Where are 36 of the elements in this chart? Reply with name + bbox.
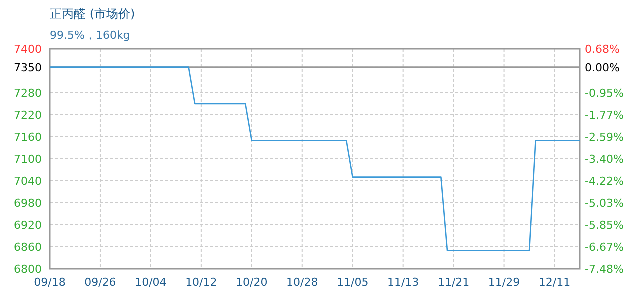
y2-tick-label: -6.67% (585, 241, 624, 254)
y2-tick-label: -1.77% (585, 109, 624, 122)
y2-tick-label: -2.59% (585, 131, 624, 144)
chart-subtitle: 99.5%，160kg (50, 29, 130, 42)
x-tick-label: 09/26 (84, 276, 116, 289)
x-tick-label: 12/11 (538, 276, 571, 289)
y-tick-label: 7160 (14, 131, 42, 144)
x-tick-label: 10/20 (236, 276, 268, 289)
line-series (49, 66, 581, 252)
y2-tick-label: -7.48% (585, 263, 624, 276)
y-tick-label: 6920 (14, 219, 42, 232)
y2-tick-label: -3.40% (585, 153, 624, 166)
y-tick-label: 7100 (14, 153, 42, 166)
x-tick-label: 11/29 (488, 276, 520, 289)
x-tick-label: 10/12 (186, 276, 218, 289)
y-tick-label: 7400 (14, 43, 42, 56)
y2-tick-label: 0.00% (585, 61, 620, 74)
y-tick-label: 7040 (14, 175, 42, 188)
x-tick-label: 10/04 (135, 276, 167, 289)
y-tick-label: 7280 (14, 87, 42, 100)
y-tick-label: 6860 (14, 241, 42, 254)
y2-tick-label: -0.95% (585, 86, 624, 100)
y2-tick-label: -4.22% (585, 175, 624, 188)
y-tick-label: 6980 (14, 197, 42, 210)
y-tick-label: 7350 (14, 61, 42, 74)
y-tick-label: 6800 (14, 263, 42, 276)
y2-tick-label: -5.85% (585, 219, 624, 232)
y2-tick-label: -5.03% (585, 196, 624, 210)
y2-tick-label: 0.68% (585, 43, 620, 56)
x-tick-label: 10/28 (286, 276, 318, 289)
chart-title: 正丙醛 (市场价) (50, 7, 136, 21)
y-tick-label: 7220 (14, 109, 42, 122)
x-tick-label: 09/18 (34, 276, 66, 289)
x-tick-label: 11/21 (438, 276, 470, 289)
x-tick-label: 11/05 (337, 276, 369, 289)
x-tick-label: 11/13 (387, 276, 420, 289)
